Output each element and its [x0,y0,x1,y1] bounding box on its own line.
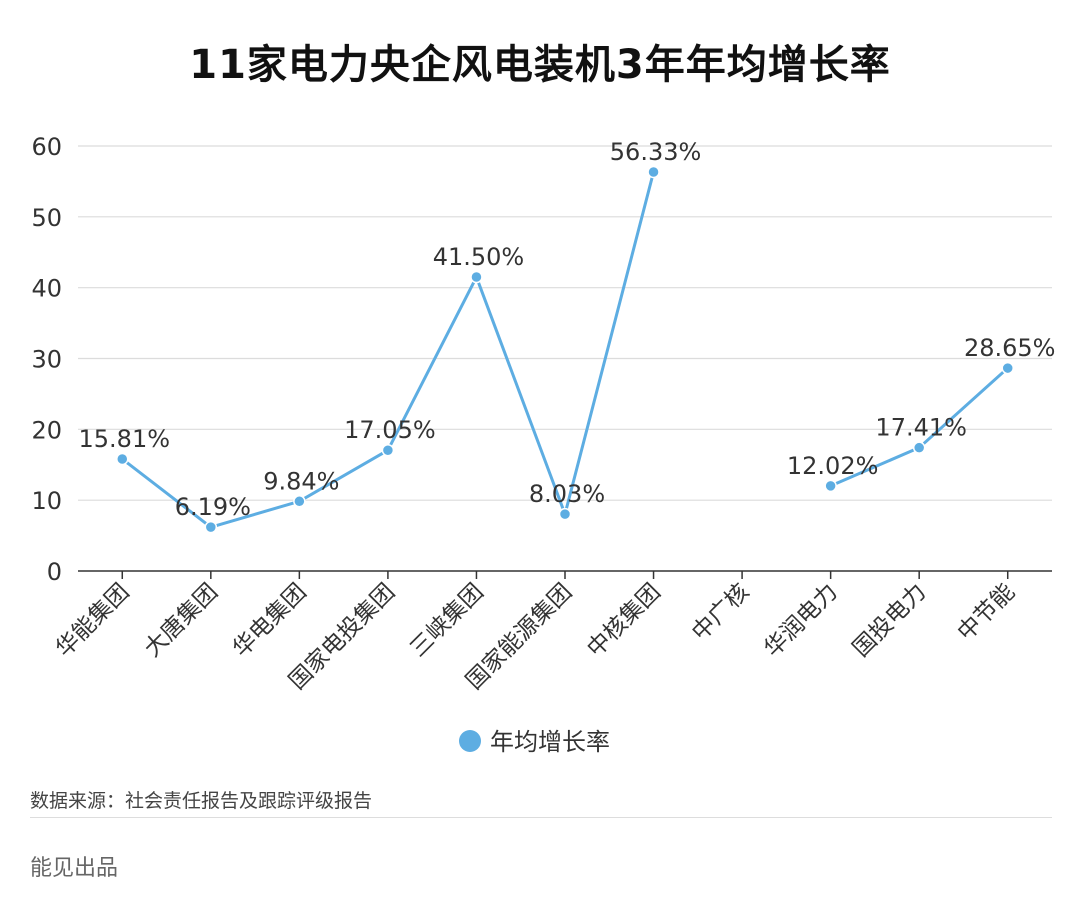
y-tick-label: 30 [31,346,62,374]
data-label: 56.33% [610,138,702,166]
divider [30,817,1052,818]
data-point [647,165,660,179]
y-tick-label: 40 [31,275,62,303]
series-layer: 15.81% 6.19% 9.84%17.05% 41.50% 8.03% 56.33% 1… [79,138,1056,534]
brand-footer: 能见出品 [30,856,119,881]
data-label: 15.81% [79,425,171,453]
data-label: 12.02% [787,452,879,480]
y-tick-label: 60 [31,133,62,161]
x-tick-label: 三峡集团 [405,579,488,662]
y-tick-label: 50 [31,204,62,232]
data-point [558,507,572,521]
x-tick-label: 华电集团 [228,579,311,662]
data-point [116,452,129,466]
x-tick-label: 中广核 [687,579,754,646]
x-tick-label: 华能集团 [51,579,134,662]
series-line [121,171,655,529]
gridlines [78,145,1052,501]
data-label: 6.19% [175,493,251,521]
x-tick-label: 华润电力 [759,579,842,662]
data-point [824,479,837,493]
x-tick-label: 国投电力 [848,579,931,662]
data-label: 8.03% [529,480,605,508]
x-tick-label: 中节能 [953,579,1020,646]
data-point [204,520,218,534]
data-label: 17.41% [875,414,967,442]
y-tick-label: 0 [47,558,62,586]
data-label: 17.05% [344,416,436,444]
x-axis: 华能集团 大唐集团 华电集团国家电投集团 三峡集团国家能源集团 中核集团 中广核 华润电力国… [51,570,1052,695]
data-point [1001,361,1014,375]
y-axis: 0 10 20 30 40 50 60 [31,133,62,586]
legend: 年均增长率 [459,728,610,756]
y-tick-label: 10 [31,487,62,515]
data-point [470,270,483,284]
x-tick-label: 中核集团 [582,579,665,662]
data-point [381,443,395,457]
data-point [912,441,926,454]
legend-label: 年均增长率 [490,728,610,756]
data-point [293,495,306,508]
x-tick-label: 大唐集团 [140,579,223,662]
y-tick-label: 20 [31,416,62,444]
data-label: 28.65% [964,334,1056,362]
data-label: 9.84% [263,467,339,495]
data-source-note: 数据来源：社会责任报告及跟踪评级报告 [30,790,373,812]
chart-title: 11家电力央企风电装机3年年均增长率 [189,42,891,88]
data-label: 41.50% [433,243,525,271]
legend-marker [459,730,481,752]
